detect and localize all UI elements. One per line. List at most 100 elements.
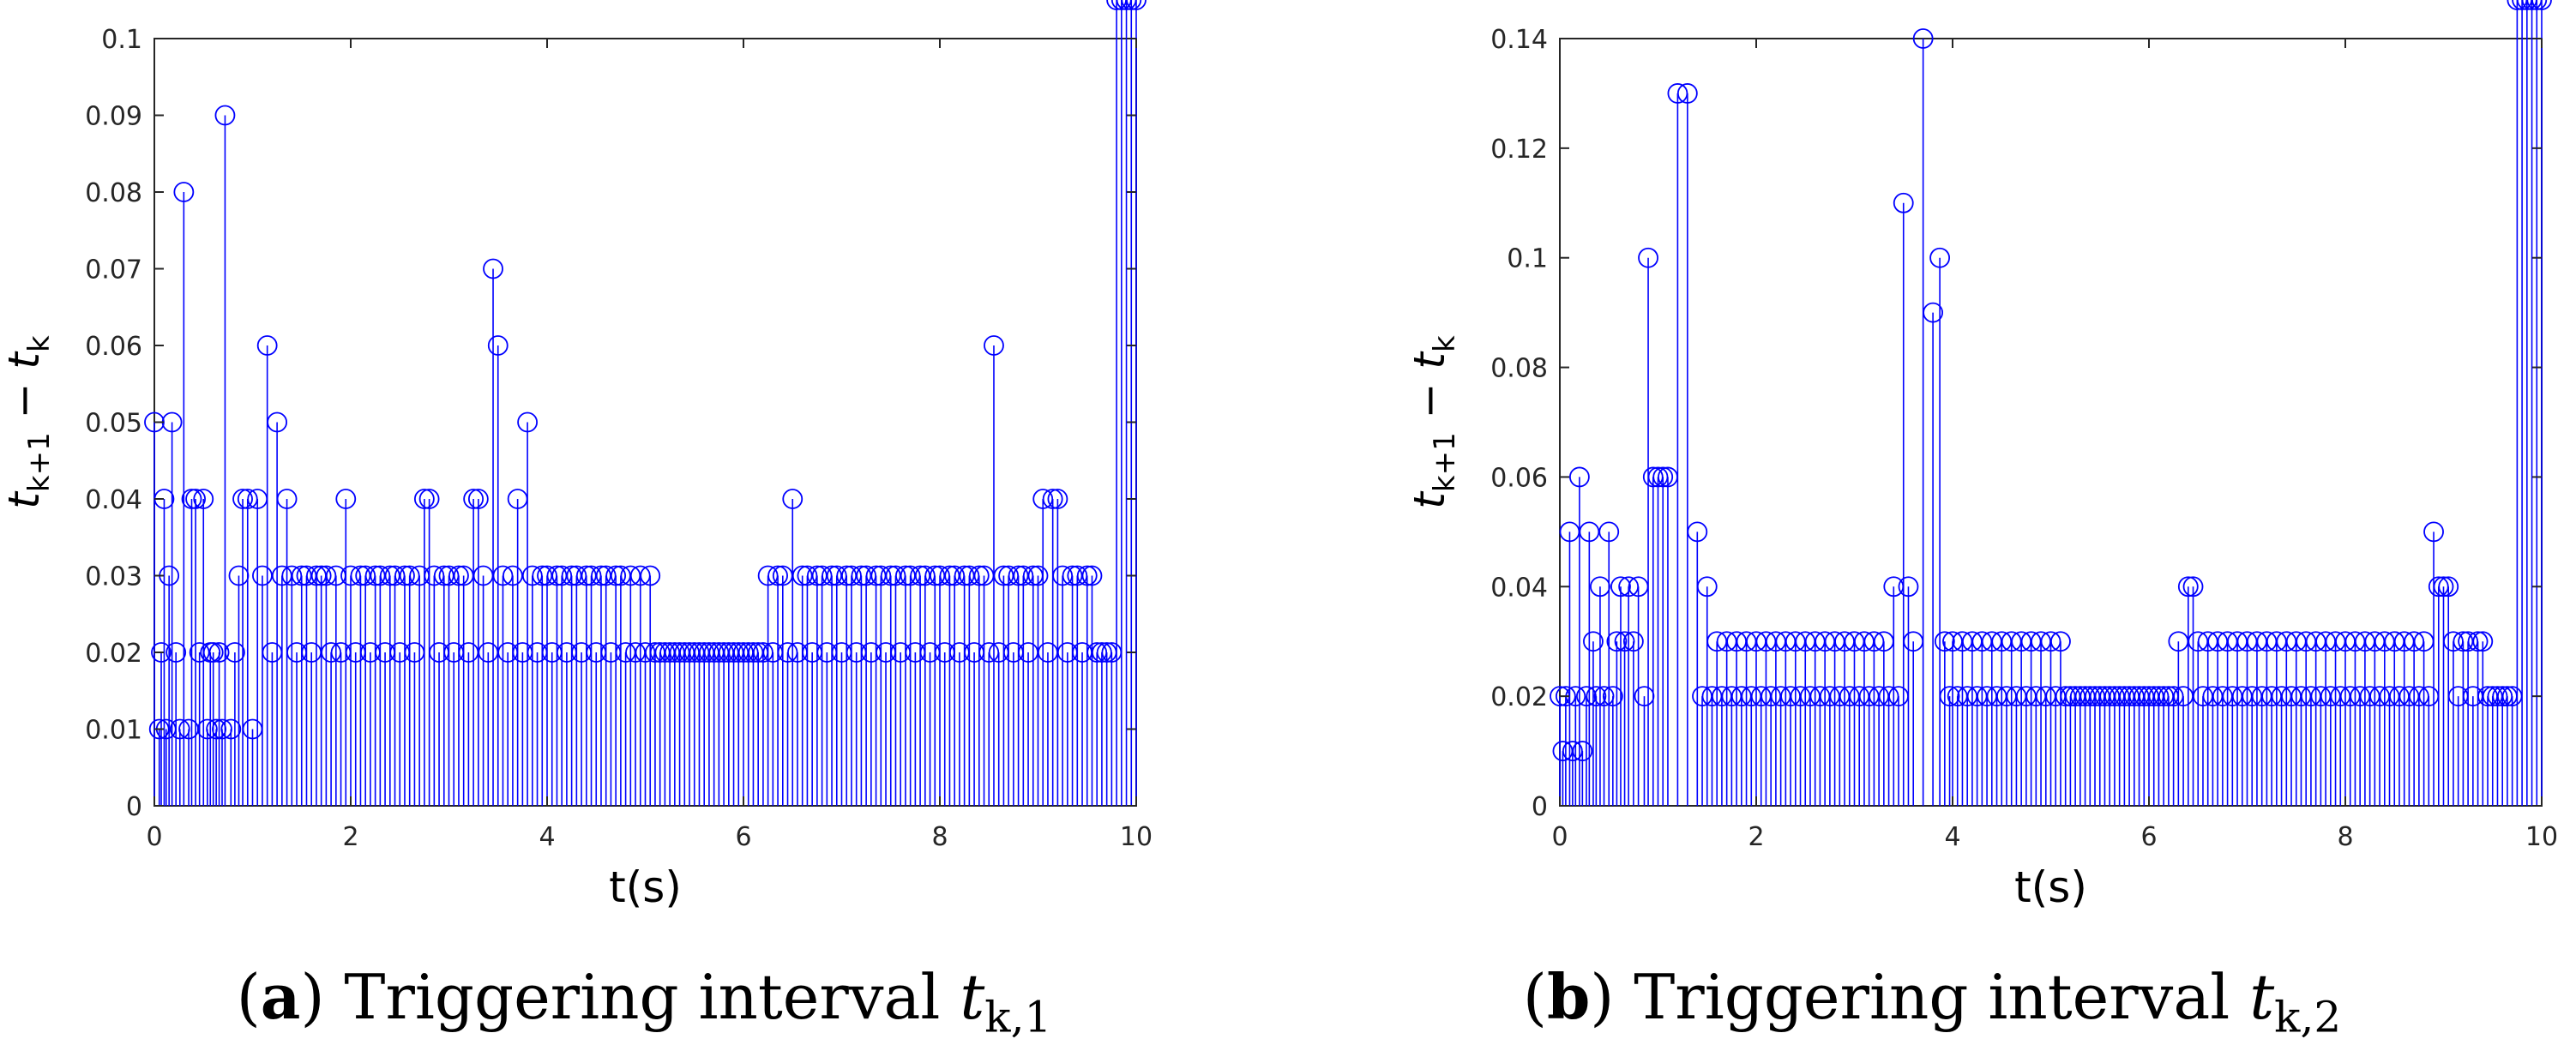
stem-marker — [968, 565, 990, 586]
stem-marker — [2438, 576, 2459, 598]
stem-marker — [1583, 631, 1604, 652]
stem-marker — [2507, 0, 2528, 10]
stem-marker — [1638, 247, 1658, 268]
stem-marker — [467, 489, 489, 509]
stem-marker — [924, 565, 946, 586]
stem-marker — [2453, 631, 2474, 652]
stem-marker — [310, 565, 332, 586]
stem-marker — [851, 565, 872, 586]
stem-marker — [1062, 565, 1083, 586]
stem-marker — [1121, 0, 1142, 10]
stem-marker — [806, 565, 828, 586]
stem-marker — [276, 489, 298, 509]
stem-marker — [173, 182, 195, 202]
stem-marker — [2472, 631, 2494, 652]
stem-marker — [1106, 0, 1127, 10]
stem-marker — [379, 565, 400, 586]
stems-a — [144, 0, 1147, 806]
y-tick-label: 0.08 — [85, 178, 142, 208]
y-tick-label: 0.1 — [101, 25, 142, 55]
x-tick-label: 2 — [1748, 822, 1764, 852]
caption-b: (b) Triggering interval tk,2 — [1522, 960, 2342, 1042]
stem-marker — [232, 489, 253, 509]
stem-marker — [2433, 576, 2454, 598]
stem-marker — [822, 565, 842, 586]
stem-marker — [1923, 302, 1943, 323]
y-tick-label: 0.14 — [1490, 25, 1548, 55]
stem-marker — [267, 411, 288, 433]
stem-marker — [1042, 489, 1063, 509]
stem-marker — [939, 565, 960, 586]
stem-marker — [575, 565, 597, 586]
stem-marker — [166, 642, 187, 663]
y-tick-label: 0.07 — [85, 255, 142, 285]
y-tick-label: 0.08 — [1490, 354, 1548, 384]
caption-subscript-b: k,2 — [2274, 992, 2342, 1042]
stem-marker — [413, 489, 435, 509]
y-tick-label: 0.04 — [85, 485, 142, 515]
stem-marker — [1602, 686, 1623, 707]
y-tick-label: 0.12 — [1490, 135, 1548, 165]
stem-marker — [1696, 576, 1718, 598]
stem-marker — [224, 642, 245, 663]
stem-marker — [1586, 686, 1607, 707]
stem-marker — [1126, 0, 1147, 10]
x-tick-label: 10 — [2525, 822, 2558, 852]
stem-marker — [767, 565, 788, 586]
caption-symbol-b: t — [2249, 961, 2275, 1033]
x-tick-label: 4 — [539, 822, 555, 852]
stem-marker — [2182, 576, 2204, 598]
stem-chart-b: 0 2 4 6 8 10 0 0.02 0.04 0.06 0.08 0.1 0.12 0.14 t(s) t… — [1405, 0, 2558, 912]
stem-marker — [1610, 576, 1631, 598]
y-tick-label: 0.02 — [1490, 682, 1548, 712]
stem-marker — [954, 565, 975, 586]
stem-marker — [189, 642, 210, 663]
stem-marker — [2531, 0, 2552, 10]
stem-marker — [1579, 521, 1600, 543]
stem-marker — [605, 565, 627, 586]
stem-marker — [1676, 83, 1698, 104]
stem-marker — [1912, 28, 1934, 49]
stem-marker — [220, 718, 242, 740]
x-axis-label: t(s) — [2014, 862, 2087, 912]
y-tick-label: 0 — [126, 792, 142, 822]
stem-marker — [151, 642, 172, 663]
stem-marker — [202, 642, 224, 663]
stem-marker — [1568, 466, 1590, 488]
stem-marker — [1898, 576, 1919, 598]
stem-marker — [880, 565, 901, 586]
stem-marker — [448, 565, 469, 586]
caption-subscript-a: k,1 — [984, 992, 1052, 1042]
y-tick-label: 0.06 — [85, 332, 142, 362]
x-tick-label: 8 — [931, 822, 948, 852]
stem-marker — [782, 489, 803, 509]
x-tick-label: 0 — [146, 822, 162, 852]
stem-marker — [335, 489, 357, 509]
stem-marker — [910, 565, 930, 586]
stem-marker — [1008, 565, 1029, 586]
stem-marker — [193, 489, 214, 509]
stem-marker — [1081, 565, 1103, 586]
y-tick-label: 0.05 — [85, 409, 142, 439]
stem-marker — [208, 642, 230, 663]
stem-marker — [2512, 0, 2532, 10]
caption-a: (a) Triggering interval tk,1 — [236, 960, 1052, 1042]
y-axis-label: tk+1 − tk — [1405, 335, 1462, 509]
stem-marker — [2516, 0, 2537, 10]
stem-marker — [2467, 631, 2489, 652]
x-tick-label: 8 — [2337, 822, 2353, 852]
stem-marker — [2050, 631, 2071, 652]
stem-marker — [418, 489, 440, 509]
stem-marker — [836, 565, 858, 586]
stem-chart-a: 0 2 4 6 8 10 0 0.01 0.02 0.03 0.04 0.05 0.06 0.07 0.08… — [0, 0, 1153, 912]
y-tick-label: 0.02 — [85, 639, 142, 669]
stem-marker — [1598, 521, 1620, 543]
caption-symbol-a: t — [960, 961, 985, 1033]
stem-marker — [1652, 466, 1674, 488]
y-tick-label: 0.1 — [1507, 244, 1548, 274]
stem-marker — [2177, 576, 2199, 598]
stem-marker — [1116, 0, 1137, 10]
stem-marker — [1934, 631, 1955, 652]
stem-marker — [181, 489, 202, 509]
stem-marker — [2423, 521, 2444, 543]
